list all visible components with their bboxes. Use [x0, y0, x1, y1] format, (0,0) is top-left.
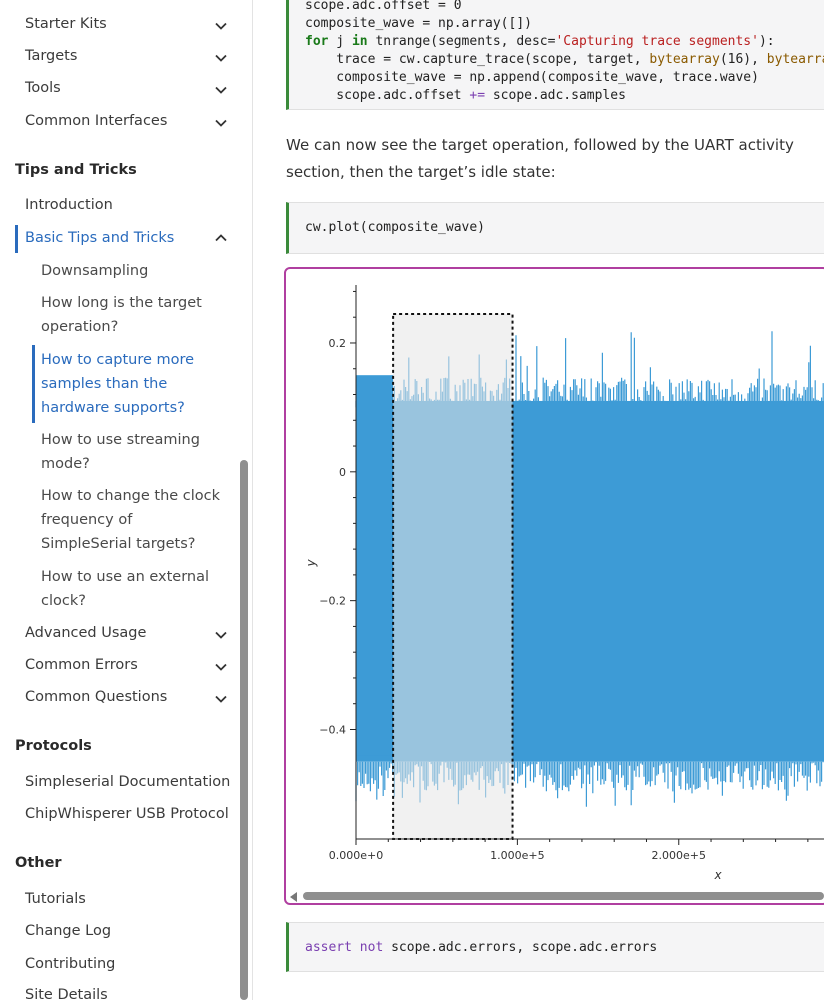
highlight-box: [392, 312, 514, 841]
sidebar-item-change-log[interactable]: Change Log: [25, 923, 112, 939]
sidebar-section-heading: Protocols: [15, 738, 92, 754]
chevron-down-icon[interactable]: [213, 691, 229, 707]
code-keyword: not: [359, 940, 384, 955]
chevron-down-icon[interactable]: [213, 115, 229, 131]
sidebar-item-contributing[interactable]: Contributing: [25, 956, 116, 972]
active-indicator: [15, 225, 18, 253]
x-tick-label: 1.000e+5: [490, 849, 544, 862]
x-axis-label: x: [713, 868, 722, 882]
code-text: j: [328, 34, 352, 49]
code-string: 'Capturing trace segments': [555, 34, 759, 49]
sidebar-item-targets[interactable]: Targets: [25, 48, 78, 64]
code-builtin: bytearray: [766, 52, 824, 67]
sidebar-subitem-capture-more[interactable]: How to capture more samples than the har…: [41, 352, 195, 416]
sidebar-nav: … Starter Kits Targets Tools Common Inte…: [0, 0, 253, 1003]
code-line: cw.plot(composite_wave): [305, 220, 486, 235]
code-line: composite_wave = np.array([]): [305, 16, 532, 31]
y-tick-label: −0.4: [319, 723, 346, 736]
sidebar-scrollbar[interactable]: [240, 460, 248, 1000]
sidebar-subitem-streaming[interactable]: How to use streaming mode?: [41, 432, 200, 472]
sidebar-item-site-details[interactable]: Site Details: [25, 987, 108, 1003]
paragraph-text: We can now see the target operation, fol…: [286, 136, 794, 181]
code-text: scope.adc.offset: [305, 88, 470, 103]
chevron-down-icon[interactable]: [213, 659, 229, 675]
sidebar-subitem-clock-frequency[interactable]: How to change the clock frequency of Sim…: [41, 488, 221, 552]
code-text: tnrange(segments, desc=: [367, 34, 556, 49]
code-keyword: in: [351, 34, 368, 49]
sidebar-subitem-target-operation[interactable]: How long is the target operation?: [41, 295, 202, 335]
code-operator: +=: [469, 88, 486, 103]
sidebar-subitem-downsampling[interactable]: Downsampling: [41, 263, 149, 279]
chart-axes: 0.2 0 −0.2 −0.4 0.000e+0 1.000e+5 2.000e+5: [319, 285, 824, 862]
sidebar-item-advanced-usage[interactable]: Advanced Usage: [25, 625, 147, 641]
code-text: scope.adc.samples: [485, 88, 626, 103]
sidebar-section-heading: Tips and Tricks: [15, 162, 137, 178]
plot-area: [355, 312, 824, 841]
sidebar-item-introduction[interactable]: Introduction: [25, 197, 113, 213]
code-block: scope.adc.offset = 0 composite_wave = np…: [286, 0, 824, 110]
waveform-chart: 0.2 0 −0.2 −0.4 0.000e+0 1.000e+5 2.000e+5 y x: [304, 285, 824, 882]
trace-body-start: [356, 375, 394, 756]
sidebar-item-cutoff[interactable]: …: [25, 0, 40, 2]
chevron-up-icon[interactable]: [213, 230, 229, 246]
x-tick-label: 2.000e+5: [652, 849, 706, 862]
x-tick-label: 0.000e+0: [329, 849, 383, 862]
plot-output: [284, 267, 824, 905]
sidebar-item-common-questions[interactable]: Common Questions: [25, 689, 168, 705]
sidebar-subitem-external-clock[interactable]: How to use an external clock?: [41, 569, 210, 609]
code-text: ):: [758, 34, 775, 49]
y-tick-label: 0.2: [329, 337, 347, 350]
code-builtin: bytearray: [649, 52, 720, 67]
y-tick-label: 0: [339, 466, 346, 479]
y-tick-label: −0.2: [319, 595, 346, 608]
sidebar-item-common-errors[interactable]: Common Errors: [25, 657, 138, 673]
sidebar-item-usb-protocol[interactable]: ChipWhisperer USB Protocol: [25, 806, 229, 822]
sidebar-item-common-interfaces[interactable]: Common Interfaces: [25, 113, 168, 129]
sidebar-item-simpleserial-docs[interactable]: Simpleserial Documentation: [25, 774, 231, 790]
active-indicator: [32, 345, 35, 423]
code-keyword: assert: [305, 940, 352, 955]
sidebar-item-starter-kits[interactable]: Starter Kits: [25, 16, 107, 32]
chevron-down-icon[interactable]: [213, 50, 229, 66]
code-text: scope.adc.errors, scope.adc.errors: [383, 940, 658, 955]
code-keyword: for: [305, 34, 329, 49]
code-text: trace = cw.capture_trace(scope, target,: [305, 52, 650, 67]
code-text: (16),: [719, 52, 767, 67]
sidebar-item-tutorials[interactable]: Tutorials: [25, 891, 86, 907]
code-line: composite_wave = np.append(composite_wav…: [305, 70, 759, 85]
code-line: scope.adc.offset = 0: [305, 0, 462, 13]
sidebar-item-tools[interactable]: Tools: [25, 80, 61, 96]
sidebar-section-heading: Other: [15, 855, 62, 871]
chevron-down-icon[interactable]: [213, 18, 229, 34]
code-block: assert not scope.adc.errors, scope.adc.e…: [286, 922, 824, 972]
horizontal-scrollbar[interactable]: [303, 892, 824, 900]
y-axis-label: y: [304, 559, 318, 568]
sidebar-item-basic-tips[interactable]: Basic Tips and Tricks: [25, 230, 175, 246]
scroll-left-arrow-icon[interactable]: [290, 892, 297, 902]
chevron-down-icon[interactable]: [213, 82, 229, 98]
chevron-down-icon[interactable]: [213, 627, 229, 643]
code-block: cw.plot(composite_wave): [286, 202, 824, 254]
